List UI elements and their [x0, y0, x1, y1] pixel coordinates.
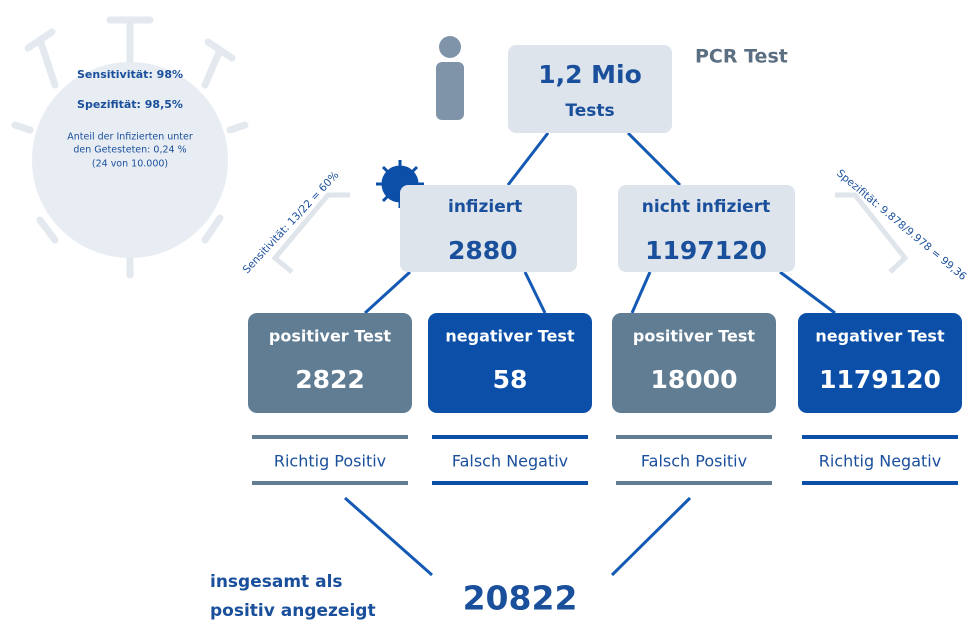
result-bar [432, 435, 588, 439]
share-line: Anteil der Infizierten unter [67, 132, 193, 143]
result-label: Richtig Positiv [274, 452, 386, 471]
virus-info-icon [11, 16, 249, 279]
share-line: den Getesteten: 0,24 % [73, 145, 186, 156]
root-value: 1,2 Mio [538, 60, 642, 89]
test-label: positiver Test [269, 327, 391, 346]
level1-value: 2880 [448, 236, 518, 265]
result-bar [616, 481, 772, 485]
root-box [508, 45, 672, 133]
result-label: Richtig Negativ [819, 452, 941, 471]
specificity: Spezifität: 98,5% [77, 98, 183, 111]
level1-label: infiziert [448, 197, 522, 217]
pcr-title: PCR Test [695, 46, 788, 68]
level1-box [618, 185, 795, 272]
sensitivity: Sensitivität: 98% [77, 68, 183, 81]
share-line: (24 von 10.000) [92, 159, 168, 170]
level1-box [400, 185, 577, 272]
test-label: negativer Test [445, 327, 575, 346]
level1-label: nicht infiziert [642, 197, 770, 217]
total-label: insgesamt als [210, 572, 343, 592]
test-value: 1179120 [819, 365, 941, 394]
person-icon [436, 36, 464, 120]
result-bar [432, 481, 588, 485]
left-bracket [271, 192, 350, 274]
result-bar [616, 435, 772, 439]
root-label: Tests [565, 101, 614, 121]
test-box [428, 313, 592, 413]
result-bar [802, 435, 958, 439]
test-box [612, 313, 776, 413]
result-bar [802, 481, 958, 485]
result-label: Falsch Negativ [452, 452, 568, 471]
side-note-right: Spezifität: 9.878/9.978 = 99,36 [834, 167, 969, 283]
level1-value: 1197120 [645, 236, 767, 265]
connectors [344, 131, 836, 577]
test-value: 18000 [651, 365, 738, 394]
total-value: 20822 [463, 579, 578, 618]
result-bar [252, 481, 408, 485]
result-bar [252, 435, 408, 439]
test-box [248, 313, 412, 413]
virus-info-circle [32, 62, 228, 258]
test-box [798, 313, 962, 413]
result-label: Falsch Positiv [641, 452, 747, 471]
test-label: negativer Test [815, 327, 945, 346]
total-label: positiv angezeigt [210, 601, 376, 621]
side-note-left: Sensitivität: 13/22 = 60% [241, 169, 342, 276]
test-value: 58 [493, 365, 528, 394]
test-label: positiver Test [633, 327, 755, 346]
test-value: 2822 [295, 365, 365, 394]
right-bracket [835, 192, 909, 274]
